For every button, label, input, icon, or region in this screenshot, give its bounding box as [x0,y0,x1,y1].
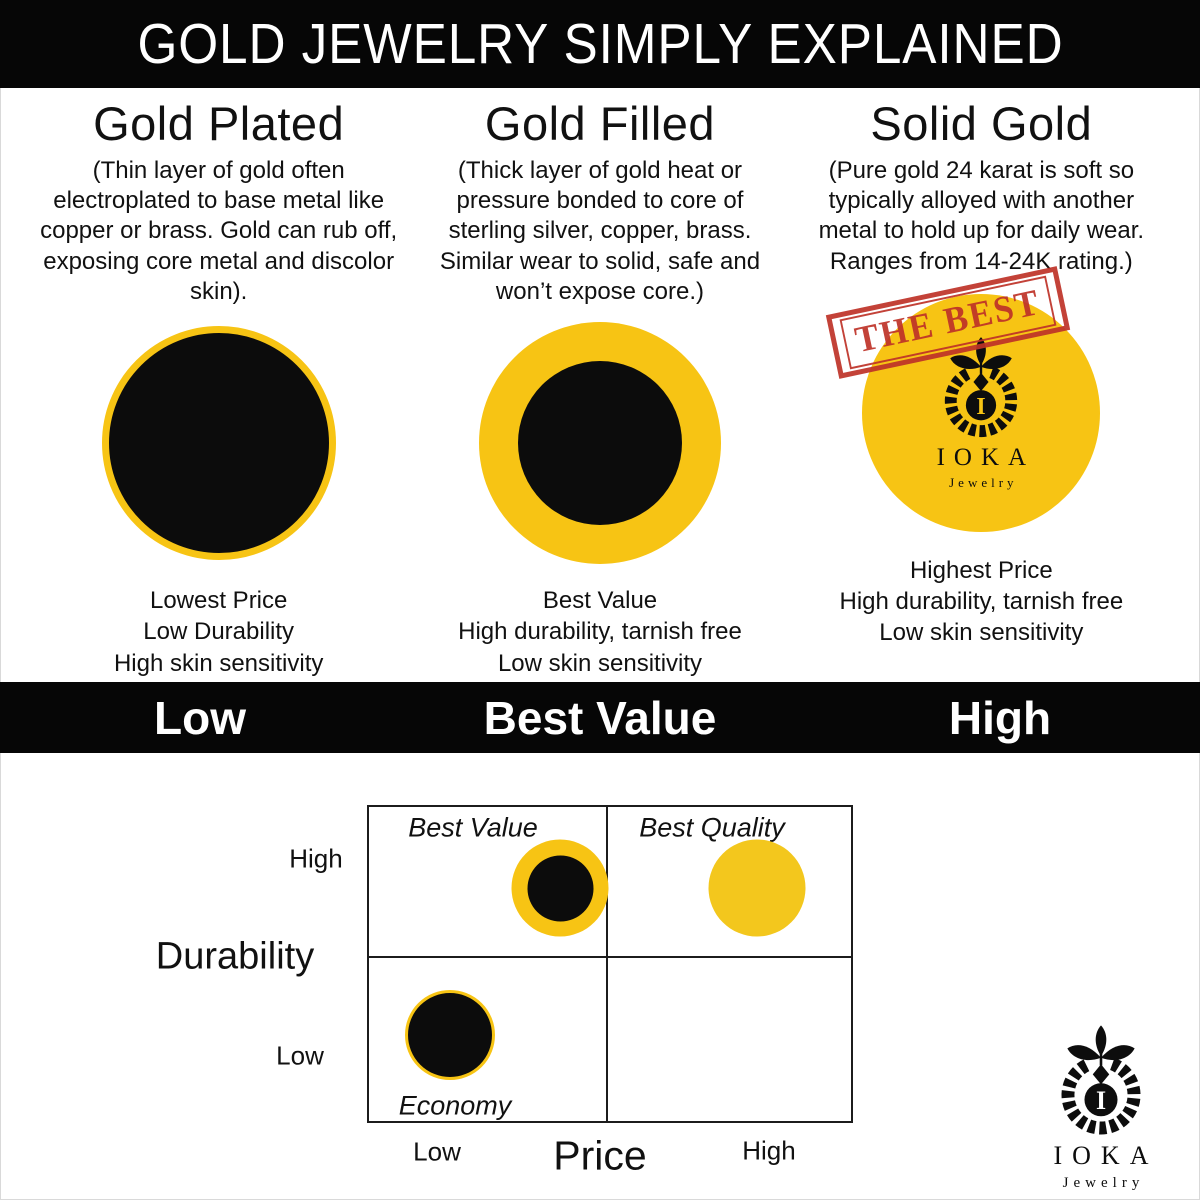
black-core-icon [517,361,682,526]
x-axis-tick-high: High [742,1135,796,1166]
stat-line: Low Durability [143,618,295,646]
y-axis-tick-low: Low [276,1040,324,1071]
black-core-icon [527,855,593,921]
quadrant-label-best-value: Best Value [408,812,538,843]
x-axis-title: Price [553,1132,647,1179]
column-stats: Best Value High durability, tarnish free… [409,585,790,679]
gold-plated-disc-icon [101,326,336,561]
column-solid-gold: Solid Gold (Pure gold 24 karat is soft s… [791,88,1172,682]
stat-line: High durability, tarnish free [839,588,1124,616]
column-description: (Thin layer of gold often electroplated … [40,157,398,305]
y-axis-tick-high: High [289,843,343,874]
stat-line: High skin sensitivity [113,649,324,677]
column-stats: Lowest Price Low Durability High skin se… [28,585,409,679]
gold-filled-disc-icon [478,322,721,565]
column-title: Gold Plated [93,97,345,150]
brand-logo: IOKA Jewelry [1038,1024,1164,1192]
x-axis-tick-low: Low [413,1136,461,1167]
stat-line: Lowest Price [149,587,288,615]
quadrant-label-economy: Economy [398,1090,512,1121]
stat-line: Low skin sensitivity [879,619,1084,647]
page-title: GOLD JEWELRY SIMPLY EXPLAINED [136,12,1064,76]
chart-border [367,805,853,1123]
scale-high-label: High [948,691,1052,744]
stat-line: Highest Price [909,556,1053,584]
brand-subtitle: Jewelry [949,474,1018,490]
column-title: Solid Gold [870,97,1093,150]
point-solid-gold [708,839,806,937]
column-title: Gold Filled [484,97,716,150]
gold-plated-illustration [28,315,409,571]
stat-line: High durability, tarnish free [458,618,742,646]
columns-section: Gold Plated (Thin layer of gold often el… [0,88,1200,682]
point-gold-filled [511,839,609,937]
solid-gold-medal-icon: THE BEST IOKA Jewelry [826,266,1101,532]
solid-gold-illustration: THE BEST IOKA Jewelry [791,266,1172,541]
chart-vertical-divider [606,805,608,1123]
stat-line: Best Value [542,587,658,615]
y-axis-title: Durability [155,935,315,978]
column-gold-filled: Gold Filled (Thick layer of gold heat or… [409,88,790,682]
column-gold-plated: Gold Plated (Thin layer of gold often el… [28,88,409,682]
ioka-crest-icon [1042,1024,1160,1140]
quadrant-label-best-quality: Best Quality [639,812,785,843]
scale-banner: Low Best Value High [0,682,1200,753]
scale-mid-label: Best Value [483,691,717,744]
brand-subtitle: Jewelry [1062,1175,1145,1191]
stat-line: Low skin sensitivity [497,649,703,677]
chart-horizontal-divider [367,956,853,958]
column-stats: Highest Price High durability, tarnish f… [791,555,1172,649]
brand-name: IOKA [1053,1141,1159,1170]
point-gold-plated [405,990,495,1080]
scale-low-label: Low [154,691,246,744]
brand-name: IOKA [936,443,1036,471]
column-description: (Thick layer of gold heat or pressure bo… [439,157,761,305]
title-banner: GOLD JEWELRY SIMPLY EXPLAINED [0,0,1200,88]
column-description: (Pure gold 24 karat is soft so typically… [818,157,1145,275]
gold-filled-illustration [409,315,790,571]
